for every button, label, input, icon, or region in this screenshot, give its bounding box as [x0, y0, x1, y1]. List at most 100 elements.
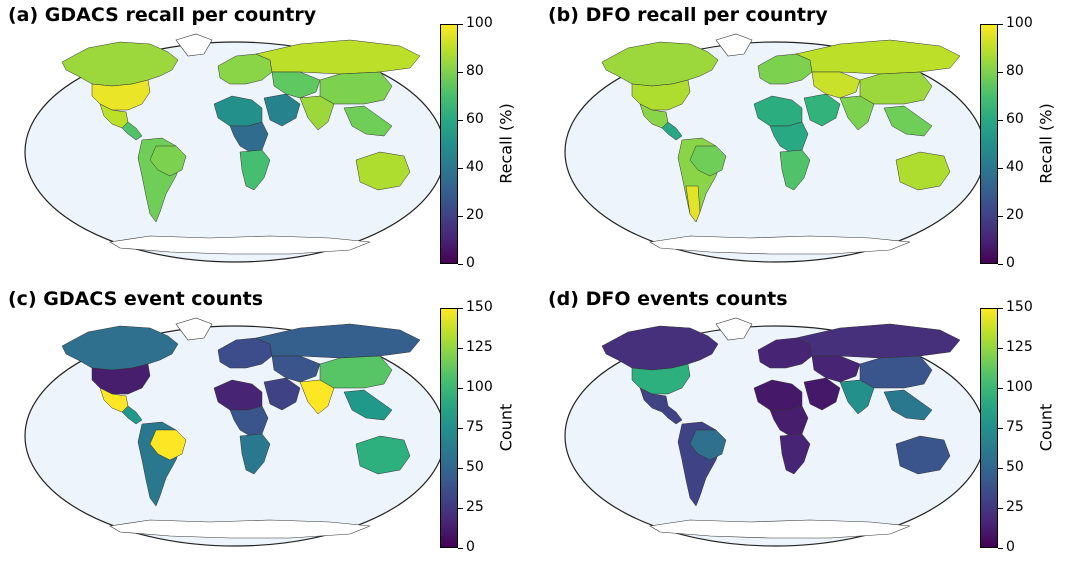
colorbar-tick — [458, 467, 463, 469]
greenland-outline — [715, 33, 753, 57]
greenland-outline — [715, 317, 753, 341]
region-brazil — [689, 145, 727, 177]
colorbar-tick — [998, 467, 1003, 469]
greenland-outline — [175, 33, 213, 57]
region-brazil — [689, 429, 727, 461]
colorbar-tick — [998, 307, 1003, 309]
antarctica-outline — [649, 519, 911, 539]
region-east-asia — [859, 355, 933, 389]
colorbar-tick — [458, 215, 463, 217]
region-australia — [355, 435, 411, 475]
region-southeast-asia — [883, 105, 933, 137]
region-central-america — [121, 121, 143, 141]
antarctica-outline — [109, 235, 371, 255]
region-europe — [757, 53, 813, 85]
colorbar-tick — [998, 547, 1003, 549]
colorbar-tick-label: 40 — [1006, 159, 1024, 175]
region-north-america — [601, 41, 719, 87]
region-russia — [255, 323, 421, 359]
colorbar-label: Count — [496, 403, 516, 452]
region-southeast-asia — [883, 389, 933, 421]
region-russia — [795, 323, 961, 359]
world-map — [24, 317, 446, 547]
colorbar-tick-label: 80 — [466, 63, 484, 79]
colorbar-tick-label: 150 — [1006, 299, 1033, 315]
colorbar-tick-label: 25 — [1006, 499, 1024, 515]
colorbar-tick-label: 75 — [1006, 419, 1024, 435]
region-southeast-asia — [343, 105, 393, 137]
panel-c: (c) GDACS event counts 0 25 50 75 100 125 150 C… — [0, 284, 540, 568]
colorbar-tick — [998, 23, 1003, 25]
colorbar-tick-label: 60 — [1006, 111, 1024, 127]
colorbar-tick-label: 100 — [1006, 379, 1033, 395]
region-southern-africa — [239, 149, 271, 191]
region-russia — [255, 39, 421, 75]
region-australia — [895, 151, 951, 191]
region-southern-africa — [779, 149, 811, 191]
colorbar-tick — [998, 507, 1003, 509]
colorbar-tick — [998, 215, 1003, 217]
colorbar-tick-label: 100 — [466, 379, 493, 395]
colorbar-tick — [998, 119, 1003, 121]
world-map — [564, 317, 986, 547]
region-central-asia — [271, 71, 321, 99]
colorbar-tick — [998, 387, 1003, 389]
colorbar-tick — [458, 507, 463, 509]
colorbar-gradient — [980, 308, 998, 548]
region-central-america — [661, 405, 683, 425]
colorbar-gradient — [440, 24, 458, 264]
panel-b: (b) DFO recall per country 0 20 40 60 80 100 R… — [540, 0, 1080, 284]
region-argentina — [685, 185, 701, 223]
region-europe — [217, 53, 273, 85]
region-united-states — [91, 363, 151, 395]
panel-title: (b) DFO recall per country — [548, 4, 828, 26]
colorbar-tick-label: 80 — [1006, 63, 1024, 79]
colorbar-tick-label: 20 — [1006, 207, 1024, 223]
colorbar-gradient — [440, 308, 458, 548]
region-europe — [217, 337, 273, 369]
colorbar-tick — [998, 71, 1003, 73]
region-united-states — [91, 79, 151, 111]
colorbar-tick — [458, 307, 463, 309]
colorbar-tick-label: 0 — [466, 539, 475, 555]
colorbar-tick-label: 25 — [466, 499, 484, 515]
colorbar-tick-label: 20 — [466, 207, 484, 223]
colorbar-tick-label: 60 — [466, 111, 484, 127]
region-central-america — [121, 405, 143, 425]
colorbar-tick — [458, 71, 463, 73]
antarctica-outline — [649, 235, 911, 255]
antarctica-outline — [109, 519, 371, 539]
region-central-america — [661, 121, 683, 141]
panel-title: (d) DFO events counts — [548, 288, 788, 310]
colorbar-tick-label: 0 — [466, 255, 475, 271]
colorbar-tick-label: 0 — [1006, 255, 1015, 271]
colorbar-label: Recall (%) — [496, 103, 516, 184]
colorbar-tick — [458, 119, 463, 121]
region-brazil — [149, 429, 187, 461]
world-map — [24, 33, 446, 263]
region-southern-africa — [239, 433, 271, 475]
region-east-asia — [319, 355, 393, 389]
region-east-asia — [859, 71, 933, 105]
panel-title: (c) GDACS event counts — [8, 288, 264, 310]
region-europe — [757, 337, 813, 369]
colorbar-tick-label: 50 — [466, 459, 484, 475]
colorbar-gradient — [980, 24, 998, 264]
colorbar-tick-label: 100 — [1006, 15, 1033, 31]
colorbar-tick-label: 150 — [466, 299, 493, 315]
colorbar-label: Recall (%) — [1036, 103, 1056, 184]
region-australia — [895, 435, 951, 475]
panel-a: (a) GDACS recall per country 0 20 40 60 80 10… — [0, 0, 540, 284]
colorbar-tick — [458, 263, 463, 265]
region-central-asia — [811, 355, 861, 383]
panel-title: (a) GDACS recall per country — [8, 4, 317, 26]
colorbar-tick-label: 0 — [1006, 539, 1015, 555]
colorbar-tick-label: 40 — [466, 159, 484, 175]
region-central-asia — [271, 355, 321, 383]
region-southern-africa — [779, 433, 811, 475]
colorbar-tick — [458, 547, 463, 549]
region-east-asia — [319, 71, 393, 105]
region-north-america — [61, 325, 179, 371]
colorbar-tick-label: 125 — [466, 339, 493, 355]
colorbar-label: Count — [1036, 403, 1056, 452]
